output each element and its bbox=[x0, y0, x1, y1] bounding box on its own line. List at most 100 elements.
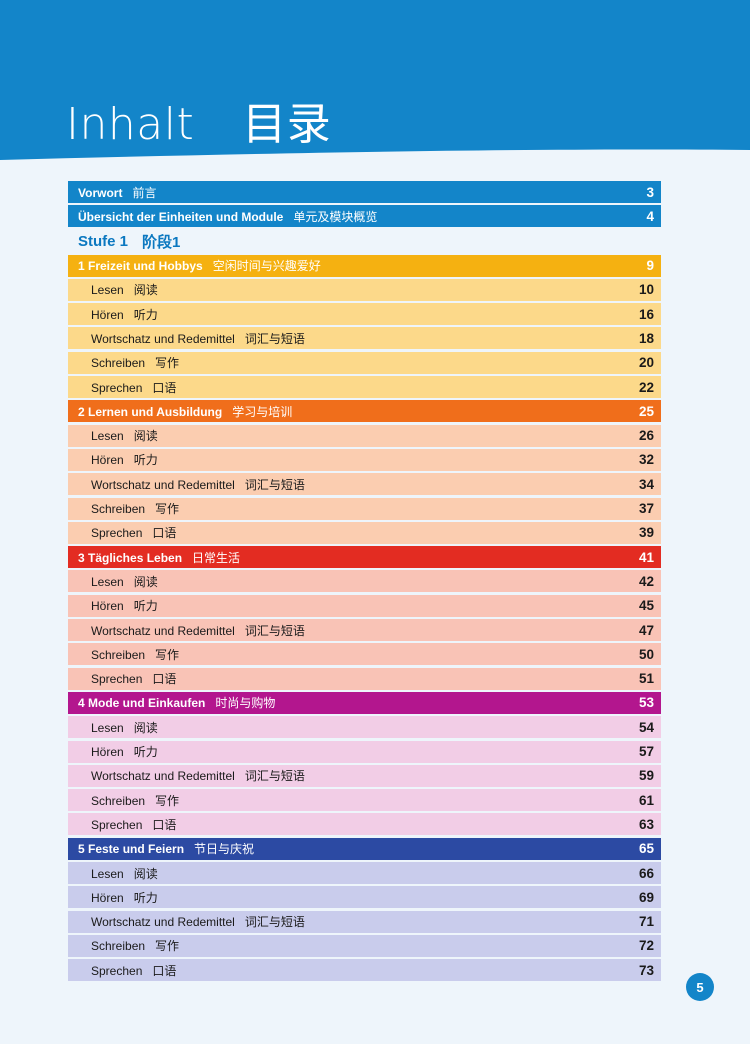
toc-page-number: 73 bbox=[638, 962, 654, 978]
toc-item-title: Lesen 阅读 bbox=[91, 720, 158, 735]
toc-entry-vorwort[interactable]: Vorwort 前言 3 bbox=[68, 181, 661, 203]
toc-page-number: 4 bbox=[646, 208, 654, 224]
toc-item-sprechen[interactable]: Sprechen 口语 51 bbox=[68, 667, 661, 690]
page-title-de: Inhalt bbox=[66, 99, 195, 150]
toc-item-title: Sprechen 口语 bbox=[91, 380, 177, 395]
page-number-badge: 5 bbox=[686, 973, 714, 1001]
toc-item-title: Hören 听力 bbox=[91, 745, 158, 760]
toc-page-number: 72 bbox=[638, 938, 654, 954]
toc-page-number: 63 bbox=[638, 816, 654, 832]
toc-page-number: 18 bbox=[638, 330, 654, 346]
toc-page-number: 26 bbox=[638, 428, 654, 444]
header-band bbox=[0, 0, 750, 170]
toc-item-lesen[interactable]: Lesen 阅读 10 bbox=[68, 278, 661, 301]
toc-item-schreiben[interactable]: Schreiben 写作 72 bbox=[68, 934, 661, 957]
toc-page-number: 50 bbox=[638, 646, 654, 662]
toc-entry-title: Übersicht der Einheiten und Module 单元及模块概… bbox=[78, 209, 378, 224]
toc-item-hoeren[interactable]: Hören 听力 32 bbox=[68, 448, 661, 471]
toc-item-schreiben[interactable]: Schreiben 写作 20 bbox=[68, 351, 661, 374]
toc-item-lesen[interactable]: Lesen 阅读 42 bbox=[68, 570, 661, 593]
unit-title: 2 Lernen und Ausbildung 学习与培训 bbox=[78, 404, 293, 419]
toc-item-title: Wortschatz und Redemittel 词汇与短语 bbox=[91, 477, 305, 492]
toc-item-title: Wortschatz und Redemittel 词汇与短语 bbox=[91, 915, 305, 930]
toc-page-number: 61 bbox=[638, 792, 654, 808]
toc-item-title: Schreiben 写作 bbox=[91, 356, 180, 371]
toc-item-title: Schreiben 写作 bbox=[91, 502, 180, 517]
toc-item-sprechen[interactable]: Sprechen 口语 39 bbox=[68, 521, 661, 544]
toc-item-sprechen[interactable]: Sprechen 口语 22 bbox=[68, 376, 661, 399]
toc-item-hoeren[interactable]: Hören 听力 57 bbox=[68, 740, 661, 763]
toc-item-title: Lesen 阅读 bbox=[91, 429, 158, 444]
toc-page-number: 45 bbox=[638, 598, 654, 614]
toc-item-title: Sprechen 口语 bbox=[91, 963, 177, 978]
toc-page-number: 22 bbox=[638, 379, 654, 395]
toc-page-number: 71 bbox=[638, 914, 654, 930]
unit-heading-2[interactable]: 2 Lernen und Ausbildung 学习与培训 25 bbox=[68, 400, 661, 423]
toc-item-hoeren[interactable]: Hören 听力 69 bbox=[68, 886, 661, 909]
toc-page-number: 41 bbox=[638, 549, 654, 565]
toc-page-number: 37 bbox=[638, 501, 654, 517]
toc-page-number: 3 bbox=[646, 184, 654, 200]
toc-page-number: 10 bbox=[638, 282, 654, 298]
page-title-zh: 目录 bbox=[242, 99, 332, 150]
toc-page-number: 59 bbox=[638, 768, 654, 784]
toc-item-schreiben[interactable]: Schreiben 写作 50 bbox=[68, 643, 661, 666]
toc-item-title: Lesen 阅读 bbox=[91, 283, 158, 298]
toc-item-title: Wortschatz und Redemittel 词汇与短语 bbox=[91, 623, 305, 638]
unit-heading-4[interactable]: 4 Mode und Einkaufen 时尚与购物 53 bbox=[68, 691, 661, 714]
toc-item-title: Lesen 阅读 bbox=[91, 574, 158, 589]
toc-item-hoeren[interactable]: Hören 听力 16 bbox=[68, 303, 661, 326]
toc-item-wortschatz[interactable]: Wortschatz und Redemittel 词汇与短语 47 bbox=[68, 619, 661, 642]
toc-item-hoeren[interactable]: Hören 听力 45 bbox=[68, 594, 661, 617]
toc-item-wortschatz[interactable]: Wortschatz und Redemittel 词汇与短语 18 bbox=[68, 327, 661, 350]
toc-page-number: 16 bbox=[638, 306, 654, 322]
toc-item-title: Schreiben 写作 bbox=[91, 647, 180, 662]
toc-item-sprechen[interactable]: Sprechen 口语 73 bbox=[68, 959, 661, 982]
toc-page-number: 9 bbox=[646, 258, 654, 274]
unit-heading-1[interactable]: 1 Freizeit und Hobbys 空闲时间与兴趣爱好 9 bbox=[68, 254, 661, 277]
unit-title: 3 Tägliches Leben 日常生活 bbox=[78, 550, 241, 565]
toc-item-title: Lesen 阅读 bbox=[91, 866, 158, 881]
toc-item-lesen[interactable]: Lesen 阅读 66 bbox=[68, 862, 661, 885]
toc-item-lesen[interactable]: Lesen 阅读 54 bbox=[68, 716, 661, 739]
toc-page-number: 69 bbox=[638, 889, 654, 905]
toc-page-number: 51 bbox=[638, 671, 654, 687]
toc-page-number: 32 bbox=[638, 452, 654, 468]
table-of-contents: Vorwort 前言 3 Übersicht der Einheiten und … bbox=[68, 181, 661, 984]
toc-page-number: 25 bbox=[638, 403, 654, 419]
unit-title: 4 Mode und Einkaufen 时尚与购物 bbox=[78, 696, 276, 711]
toc-item-title: Hören 听力 bbox=[91, 453, 158, 468]
toc-page-number: 66 bbox=[638, 865, 654, 881]
toc-item-wortschatz[interactable]: Wortschatz und Redemittel 词汇与短语 59 bbox=[68, 764, 661, 787]
toc-page-number: 42 bbox=[638, 573, 654, 589]
toc-item-title: Schreiben 写作 bbox=[91, 793, 180, 808]
toc-item-title: Schreiben 写作 bbox=[91, 939, 180, 954]
unit-title: 5 Feste und Feiern 节日与庆祝 bbox=[78, 842, 255, 857]
toc-item-title: Hören 听力 bbox=[91, 307, 158, 322]
toc-item-lesen[interactable]: Lesen 阅读 26 bbox=[68, 424, 661, 447]
toc-item-wortschatz[interactable]: Wortschatz und Redemittel 词汇与短语 34 bbox=[68, 473, 661, 496]
toc-entry-title: Vorwort 前言 bbox=[78, 185, 157, 200]
toc-page-number: 65 bbox=[638, 841, 654, 857]
toc-item-title: Hören 听力 bbox=[91, 599, 158, 614]
toc-item-title: Wortschatz und Redemittel 词汇与短语 bbox=[91, 769, 305, 784]
unit-heading-5[interactable]: 5 Feste und Feiern 节日与庆祝 65 bbox=[68, 837, 661, 860]
toc-page-number: 20 bbox=[638, 355, 654, 371]
toc-item-sprechen[interactable]: Sprechen 口语 63 bbox=[68, 813, 661, 836]
toc-page-number: 54 bbox=[638, 719, 654, 735]
unit-title: 1 Freizeit und Hobbys 空闲时间与兴趣爱好 bbox=[78, 259, 321, 274]
toc-page-number: 39 bbox=[638, 525, 654, 541]
toc-item-wortschatz[interactable]: Wortschatz und Redemittel 词汇与短语 71 bbox=[68, 910, 661, 933]
toc-item-title: Sprechen 口语 bbox=[91, 817, 177, 832]
toc-item-schreiben[interactable]: Schreiben 写作 61 bbox=[68, 789, 661, 812]
toc-item-title: Sprechen 口语 bbox=[91, 672, 177, 687]
toc-page-number: 53 bbox=[638, 695, 654, 711]
page-title: Inhalt 目录 bbox=[66, 88, 331, 152]
toc-item-schreiben[interactable]: Schreiben 写作 37 bbox=[68, 497, 661, 520]
toc-entry-uebersicht[interactable]: Übersicht der Einheiten und Module 单元及模块概… bbox=[68, 205, 661, 228]
toc-item-title: Hören 听力 bbox=[91, 890, 158, 905]
toc-item-title: Wortschatz und Redemittel 词汇与短语 bbox=[91, 331, 305, 346]
stufe-heading: Stufe 1 阶段1 bbox=[78, 233, 181, 252]
toc-page-number: 34 bbox=[638, 476, 654, 492]
unit-heading-3[interactable]: 3 Tägliches Leben 日常生活 41 bbox=[68, 546, 661, 569]
